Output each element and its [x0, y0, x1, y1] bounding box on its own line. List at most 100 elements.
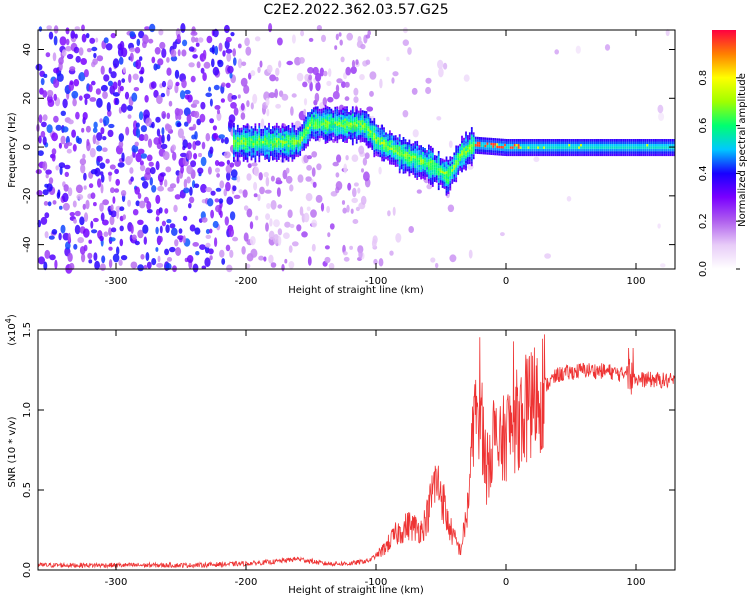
- heatmap-ridge-cell: [410, 143, 413, 147]
- heatmap-ridge-cell: [548, 139, 551, 142]
- heatmap-ridge-cell: [389, 152, 391, 155]
- heatmap-cell: [83, 93, 91, 100]
- heatmap-cell: [178, 228, 183, 234]
- heatmap-cell: [199, 244, 206, 251]
- heatmap-ridge-cell: [664, 153, 666, 157]
- heatmap-cell: [200, 183, 207, 193]
- line-y-tick-label: 1.0: [22, 402, 33, 418]
- heatmap-cell: [291, 93, 297, 98]
- heatmap-ridge-cell: [506, 143, 508, 147]
- heatmap-cell: [266, 108, 270, 117]
- heatmap-ridge-cell: [587, 141, 590, 144]
- heatmap-ridge-cell: [287, 129, 290, 133]
- heatmap-ridge-cell: [463, 159, 465, 163]
- heatmap-ridge-cell: [550, 141, 553, 144]
- heatmap-cell: [151, 121, 155, 129]
- heatmap-ridge-cell: [496, 148, 499, 151]
- heatmap-ridge-cell: [410, 156, 413, 159]
- heatmap-ridge-cell: [550, 151, 553, 154]
- heatmap-cell: [142, 180, 149, 189]
- heatmap-cell: [45, 52, 51, 58]
- heatmap-ridge-cell: [369, 137, 372, 141]
- heatmap-ridge-cell: [260, 153, 263, 156]
- heatmap-ridge-cell: [328, 136, 331, 139]
- heatmap-ridge-cell: [330, 111, 333, 114]
- heatmap-ridge-cell: [490, 152, 493, 155]
- heatmap-cell: [193, 153, 198, 160]
- heatmap-ridge-cell: [408, 166, 411, 169]
- heatmap-cell: [305, 176, 312, 182]
- heatmap-ridge-cell: [320, 130, 323, 134]
- heatmap-ridge-cell: [547, 143, 549, 147]
- heatmap-cell: [69, 212, 76, 217]
- heatmap-cell: [353, 96, 359, 103]
- heatmap-cell: [194, 183, 200, 189]
- heatmap-ridge-cell: [287, 151, 290, 155]
- heatmap-ridge-cell: [564, 148, 567, 152]
- heatmap-ridge-cell: [246, 130, 249, 134]
- heatmap-ridge-cell: [328, 116, 331, 120]
- heatmap-ridge-cell: [287, 156, 290, 160]
- heatmap-ridge-cell: [299, 136, 302, 139]
- heatmap-cell: [95, 140, 100, 145]
- heatmap-cell: [100, 174, 105, 183]
- heatmap-cell: [363, 171, 370, 182]
- heatmap-ridge-cell: [607, 146, 610, 149]
- heatmap-ridge-cell: [307, 119, 309, 122]
- heatmap-ridge-cell: [443, 162, 446, 165]
- heatmap-cell: [223, 151, 231, 159]
- heatmap-ridge-cell: [238, 147, 241, 150]
- heatmap-ridge-cell: [443, 176, 446, 180]
- heatmap-cell: [316, 163, 322, 171]
- heatmap-ridge-cell: [430, 145, 432, 149]
- heatmap-ridge-cell: [589, 148, 592, 152]
- heatmap-ridge-cell: [390, 142, 393, 146]
- heatmap-ridge-cell: [443, 181, 446, 185]
- heatmap-ridge-cell: [240, 142, 243, 145]
- heatmap-ridge-cell: [314, 121, 317, 125]
- heatmap-cell: [92, 58, 98, 65]
- heatmap-cell: [291, 241, 299, 247]
- heatmap-ridge-cell: [330, 113, 333, 116]
- heatmap-ridge-cell: [389, 140, 391, 143]
- heatmap-ridge-cell: [523, 139, 526, 142]
- heatmap-ridge-cell: [517, 153, 520, 157]
- heatmap-cell: [357, 187, 361, 194]
- heatmap-ridge-cell: [665, 146, 668, 149]
- heatmap-ridge-cell: [389, 142, 391, 145]
- heatmap-ridge-cell: [445, 180, 448, 184]
- heatmap-ridge-cell: [324, 131, 327, 135]
- heatmap-cell: [52, 52, 57, 62]
- heatmap-cell: [164, 208, 169, 214]
- heatmap-ridge-cell: [640, 143, 643, 147]
- heatmap-ridge-cell: [398, 153, 401, 157]
- heatmap-ridge-cell: [404, 166, 407, 169]
- heatmap-ridge-cell: [272, 148, 274, 151]
- heatmap-cell: [44, 249, 51, 259]
- heatmap-ridge-cell: [527, 153, 530, 157]
- heatmap-ridge-cell: [453, 179, 456, 182]
- heatmap-ridge-cell: [414, 160, 417, 164]
- heatmap-cell: [275, 76, 279, 82]
- heatmap-ridge-cell: [328, 111, 331, 115]
- heatmap-ridge-cell: [342, 139, 344, 142]
- heatmap-ridge-cell: [309, 131, 311, 134]
- heatmap-ridge-cell: [367, 128, 370, 132]
- heatmap-ridge-cell: [353, 119, 356, 122]
- heatmap-cell: [52, 200, 57, 205]
- heatmap-ridge-cell: [314, 126, 317, 129]
- heatmap-ridge-cell: [470, 146, 473, 150]
- heatmap-cell: [53, 93, 57, 101]
- heatmap-ridge-cell: [642, 143, 645, 147]
- heatmap-ridge-cell: [609, 148, 612, 152]
- heatmap-ridge-cell: [607, 148, 610, 152]
- heatmap-ridge-cell: [342, 122, 344, 125]
- heatmap-cell: [327, 232, 331, 238]
- heatmap-ridge-cell: [502, 143, 504, 147]
- heatmap-ridge-cell: [669, 143, 672, 147]
- heatmap-ridge-cell: [322, 129, 325, 133]
- heatmap-ridge-cell: [515, 153, 518, 157]
- heatmap-ridge-cell: [383, 132, 385, 135]
- heatmap-ridge-cell: [283, 136, 286, 139]
- heatmap-ridge-cell: [453, 154, 456, 158]
